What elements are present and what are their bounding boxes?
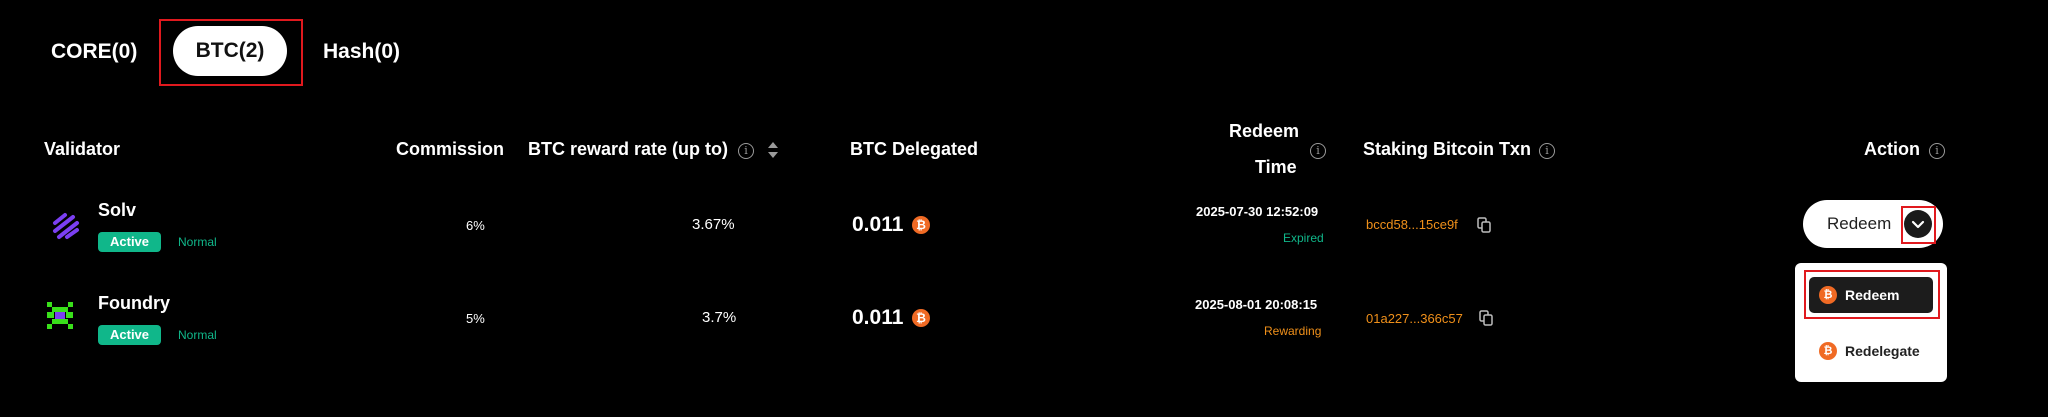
txn-link[interactable]: 01a227...366c57 xyxy=(1366,311,1463,326)
btc-icon: ₿ xyxy=(1819,342,1837,360)
redeem-time-info-icon[interactable]: i xyxy=(1310,143,1326,159)
action-dropdown-toggle[interactable] xyxy=(1904,210,1932,238)
btc-icon: ₿ xyxy=(912,309,930,327)
action-dropdown-menu: ₿ Redeem ₿ Redelegate xyxy=(1795,263,1947,382)
header-txn: Staking Bitcoin Txn xyxy=(1363,139,1532,159)
action-info-icon[interactable]: i xyxy=(1929,143,1945,159)
header-redeem-time-line1: Redeem xyxy=(1229,121,1300,141)
header-validator: Validator xyxy=(44,139,121,159)
commission-value: 5% xyxy=(466,311,485,326)
dropdown-item-redelegate[interactable]: ₿ Redelegate xyxy=(1809,333,1933,369)
reward-rate-info-icon[interactable]: i xyxy=(738,143,754,159)
header-redeem-time-line2: Time xyxy=(1255,157,1297,177)
solv-logo-icon xyxy=(53,213,79,239)
sort-icon[interactable] xyxy=(767,140,779,160)
dropdown-item-label: Redelegate xyxy=(1845,343,1920,359)
redeem-button-label: Redeem xyxy=(1827,214,1892,233)
header-commission: Commission xyxy=(396,139,505,159)
header-reward-rate: BTC reward rate (up to) xyxy=(528,139,729,159)
delegated-value: 0.011 xyxy=(852,213,904,236)
dropdown-item-redeem[interactable]: ₿ Redeem xyxy=(1809,277,1933,313)
chevron-down-icon xyxy=(1911,220,1925,229)
btc-icon: ₿ xyxy=(1819,286,1837,304)
reward-rate-value: 3.67% xyxy=(692,216,735,233)
btc-icon: ₿ xyxy=(912,216,930,234)
status-badge: Active xyxy=(98,325,162,345)
copy-icon[interactable] xyxy=(1479,310,1493,326)
validator-name[interactable]: Solv xyxy=(98,200,137,220)
header-delegated: BTC Delegated xyxy=(850,139,979,159)
validator-name[interactable]: Foundry xyxy=(98,293,170,313)
highlight-box-toggle xyxy=(1901,206,1936,244)
highlight-box-tab xyxy=(159,19,303,86)
row-status: Expired xyxy=(1283,231,1324,245)
tab-hash[interactable]: Hash(0) xyxy=(323,40,401,63)
txn-info-icon[interactable]: i xyxy=(1539,143,1555,159)
validator-tag: Normal xyxy=(178,235,217,249)
tab-btc-label: BTC(2) xyxy=(195,39,265,62)
txn-link[interactable]: bccd58...15ce9f xyxy=(1366,217,1458,232)
reward-rate-value: 3.7% xyxy=(702,309,737,326)
dropdown-item-label: Redeem xyxy=(1845,287,1900,303)
tab-core[interactable]: CORE(0) xyxy=(51,40,138,63)
row-status: Rewarding xyxy=(1264,324,1322,338)
foundry-logo-icon xyxy=(45,300,75,330)
header-action: Action xyxy=(1864,139,1920,159)
copy-icon[interactable] xyxy=(1477,217,1491,233)
tab-btc[interactable]: BTC(2) xyxy=(173,26,287,76)
delegated-value: 0.011 xyxy=(852,306,904,329)
validator-tag: Normal xyxy=(178,328,217,342)
highlight-box-redeem-option xyxy=(1804,270,1940,319)
redeem-time-value: 2025-07-30 12:52:09 xyxy=(1196,204,1319,219)
status-badge: Active xyxy=(98,232,162,252)
commission-value: 6% xyxy=(466,218,485,233)
redeem-time-value: 2025-08-01 20:08:15 xyxy=(1195,297,1318,312)
